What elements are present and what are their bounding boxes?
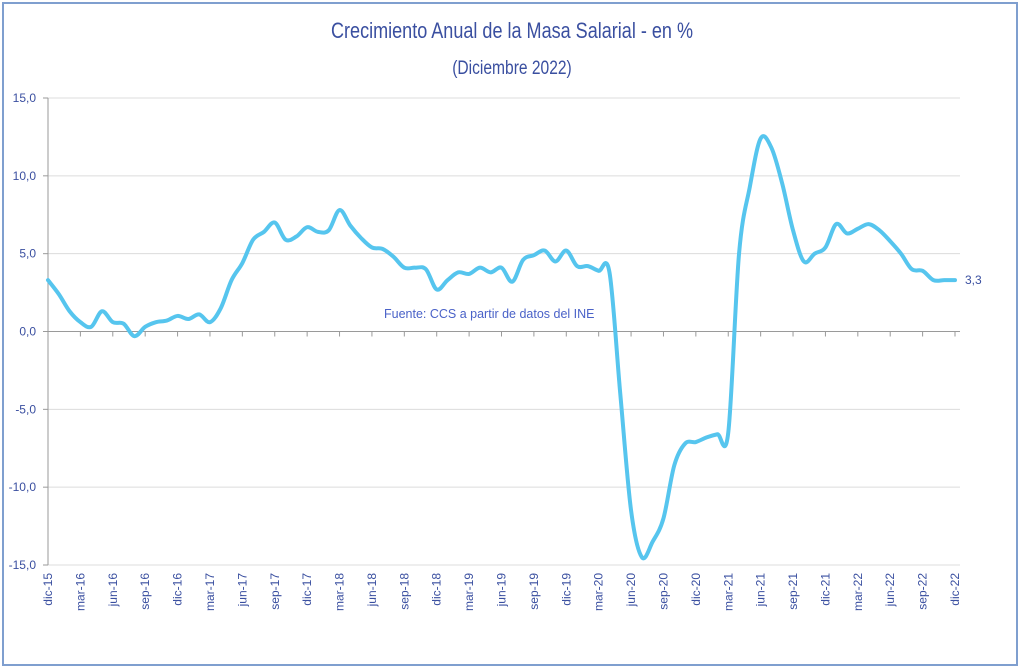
x-tick-label: sep-22 (916, 573, 930, 610)
last-value-label: 3,3 (965, 273, 982, 287)
chart-title: Crecimiento Anual de la Masa Salarial - … (330, 18, 693, 43)
x-tick-label: sep-21 (786, 573, 800, 610)
x-tick-label: sep-16 (138, 573, 152, 610)
x-tick-label: mar-19 (462, 573, 476, 611)
x-tick-label: jun-17 (235, 573, 249, 608)
x-tick-label: sep-20 (656, 573, 670, 610)
y-tick-label: -10,0 (9, 480, 37, 494)
x-tick-label: dic-20 (689, 573, 703, 606)
axes (43, 97, 960, 566)
x-tick-label: mar-16 (73, 573, 87, 611)
x-tick-label: jun-19 (495, 573, 509, 608)
x-tick-label: sep-19 (527, 573, 541, 610)
x-tick-label: dic-18 (430, 573, 444, 606)
x-tick-labels: dic-15 mar-16 jun-16 sep-16 dic-16 mar-17 jun-… (41, 573, 962, 611)
series-lines (46, 134, 957, 561)
y-tick-label: 15,0 (13, 91, 37, 105)
gridlines (48, 97, 960, 566)
x-tick-label: dic-17 (300, 573, 314, 606)
x-tick-label: mar-20 (592, 573, 606, 611)
x-tick-label: jun-20 (624, 573, 638, 608)
y-tick-labels: 15,0 10,0 5,0 0,0 -5,0 -10,0 -15,0 (9, 91, 37, 572)
x-tick-label: jun-21 (754, 573, 768, 608)
y-tick-label: 5,0 (19, 247, 36, 261)
x-tick-label: jun-18 (365, 573, 379, 608)
x-tick-label: dic-15 (41, 573, 55, 606)
y-tick-label: 10,0 (13, 169, 37, 183)
x-tick-label: mar-18 (333, 573, 347, 611)
x-tick-label: jun-16 (106, 573, 120, 608)
x-tick-label: mar-17 (203, 573, 217, 611)
x-tick-label: jun-22 (883, 573, 897, 608)
x-tick-label: dic-21 (818, 573, 832, 606)
x-tick-label: sep-18 (397, 573, 411, 610)
source-note: Fuente: CCS a partir de datos del INE (384, 307, 595, 321)
x-tick-label: dic-19 (559, 573, 573, 606)
series-line-masa-salarial (46, 134, 957, 561)
x-tick-label: dic-16 (171, 573, 185, 606)
x-tick-label: sep-17 (268, 573, 282, 610)
y-tick-label: -15,0 (9, 558, 37, 572)
x-tick-label: dic-22 (948, 573, 962, 606)
x-tick-label: mar-22 (851, 573, 865, 611)
y-tick-label: -5,0 (15, 402, 36, 416)
chart-subtitle: (Diciembre 2022) (452, 58, 572, 79)
x-tick-label: mar-21 (721, 573, 735, 611)
y-tick-label: 0,0 (19, 325, 36, 339)
